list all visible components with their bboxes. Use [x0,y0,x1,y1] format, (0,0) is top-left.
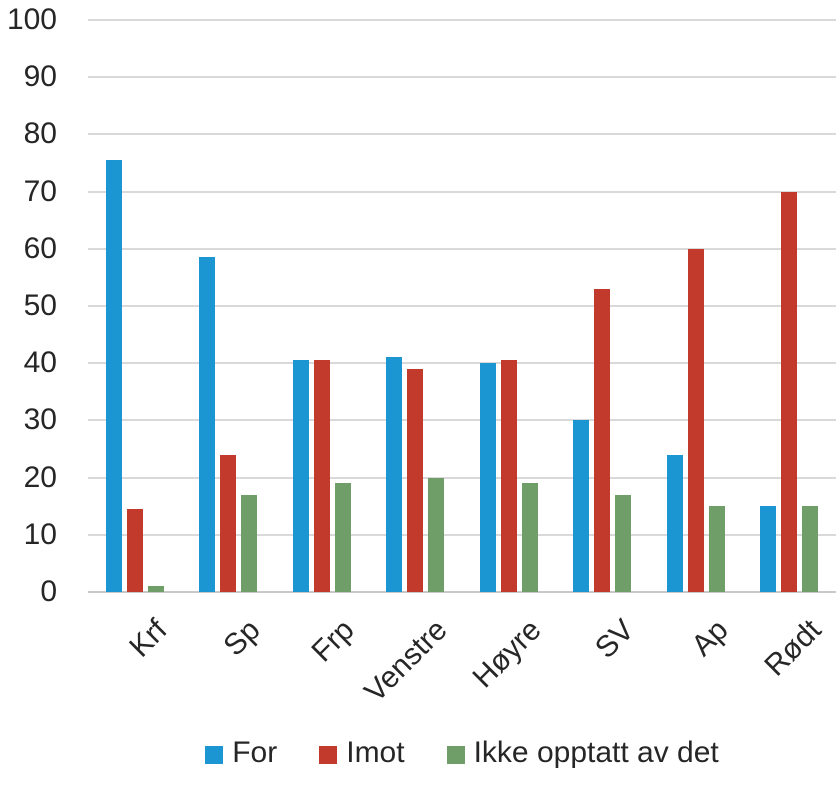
y-tick-label: 70 [23,174,57,208]
gridline [88,190,836,193]
bar-ap-imot [688,249,704,592]
bar-rødt-for [760,506,776,592]
legend-label: Ikke opptatt av det [473,736,719,769]
y-tick-label: 20 [23,460,57,494]
gridline [88,476,836,479]
bar-venstre-for [386,357,402,592]
bar-krf-ikke-opptatt-av-det [148,586,164,592]
y-tick-label: 0 [40,575,57,608]
y-tick-label: 90 [23,60,57,94]
bar-frp-ikke-opptatt-av-det [335,483,351,592]
bar-krf-imot [127,509,143,592]
bar-ap-for [667,455,683,592]
legend: For Imot Ikke opptatt av det [88,736,836,770]
y-tick-label: 60 [23,231,57,265]
bar-høyre-imot [501,360,517,592]
legend-item-for: For [205,736,277,770]
y-tick-label: 80 [23,117,57,151]
y-tick-label: 40 [23,346,57,380]
bar-sp-for [199,257,215,592]
legend-swatch-icon [205,745,224,764]
bar-sp-imot [220,455,236,592]
bar-venstre-imot [407,369,423,592]
legend-item-ikke-opptatt-av-det: Ikke opptatt av det [446,736,719,770]
y-tick-label: 50 [23,289,57,322]
gridline [88,133,836,136]
bar-frp-for [293,360,309,592]
bar-rødt-imot [781,192,797,592]
y-tick-label: 30 [23,403,57,437]
bar-sv-for [573,420,589,592]
bar-ap-ikke-opptatt-av-det [709,506,725,592]
y-tick-label: 10 [23,517,57,551]
bar-frp-imot [314,360,330,592]
gridline [88,533,836,536]
legend-item-imot: Imot [319,736,405,770]
zero-gridline [88,591,836,593]
gridline [88,247,836,250]
legend-swatch-icon [446,745,465,764]
gridline [88,305,836,307]
bar-høyre-ikke-opptatt-av-det [522,483,538,592]
legend-label: For [232,736,278,769]
gridline [88,19,836,21]
bar-høyre-for [480,363,496,592]
bar-venstre-ikke-opptatt-av-det [428,478,444,592]
legend-label: Imot [346,736,405,769]
bar-rødt-ikke-opptatt-av-det [802,506,818,592]
gridline [88,362,836,365]
legend-swatch-icon [319,745,338,764]
bar-sp-ikke-opptatt-av-det [241,495,257,592]
bar-krf-for [106,160,122,592]
gridline [88,76,836,79]
gridline [88,419,836,422]
y-tick-label: 100 [6,3,57,36]
bar-sv-imot [594,289,610,592]
bar-sv-ikke-opptatt-av-det [615,495,631,592]
